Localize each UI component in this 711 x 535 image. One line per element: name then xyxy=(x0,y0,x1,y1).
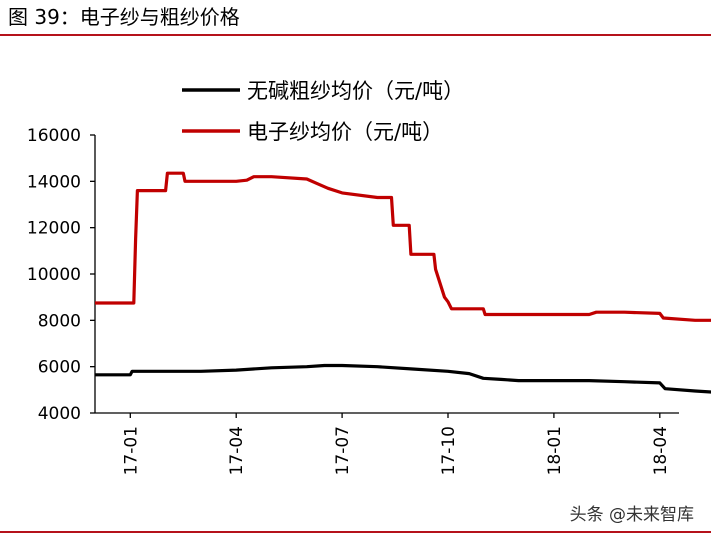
x-tick-label: 17-07 xyxy=(333,426,353,475)
chart-legend: 无碱粗纱均价（元/吨） 电子纱均价（元/吨） xyxy=(182,79,464,144)
bottom-divider xyxy=(0,531,711,533)
y-tick-label: 14000 xyxy=(27,172,81,192)
y-tick-label: 8000 xyxy=(38,311,81,331)
series-line-0 xyxy=(95,363,711,394)
y-tick-label: 16000 xyxy=(27,126,81,146)
x-tick-label: 17-01 xyxy=(121,426,141,475)
x-tick-label: 18-04 xyxy=(651,426,671,475)
y-tick-label: 10000 xyxy=(27,265,81,285)
figure-title: 图 39：电子纱与粗纱价格 xyxy=(8,5,240,29)
series-line-1 xyxy=(95,171,711,322)
x-tick-label: 17-04 xyxy=(227,426,247,475)
legend-label-1: 电子纱均价（元/吨） xyxy=(247,120,443,144)
x-tick-label: 17-10 xyxy=(439,426,459,475)
y-tick-label: 6000 xyxy=(38,358,81,378)
y-tick-label: 4000 xyxy=(38,404,81,424)
title-divider xyxy=(0,34,711,36)
y-tick-label: 12000 xyxy=(27,219,81,239)
source-watermark: 头条 @未来智库 xyxy=(570,505,694,525)
series-layer xyxy=(95,171,711,394)
x-tick-label: 18-01 xyxy=(545,426,565,475)
legend-label-0: 无碱粗纱均价（元/吨） xyxy=(247,79,464,103)
chart-axes: 4000 6000 8000 10000 12000 14000 16000 17-01 17-… xyxy=(27,126,679,475)
